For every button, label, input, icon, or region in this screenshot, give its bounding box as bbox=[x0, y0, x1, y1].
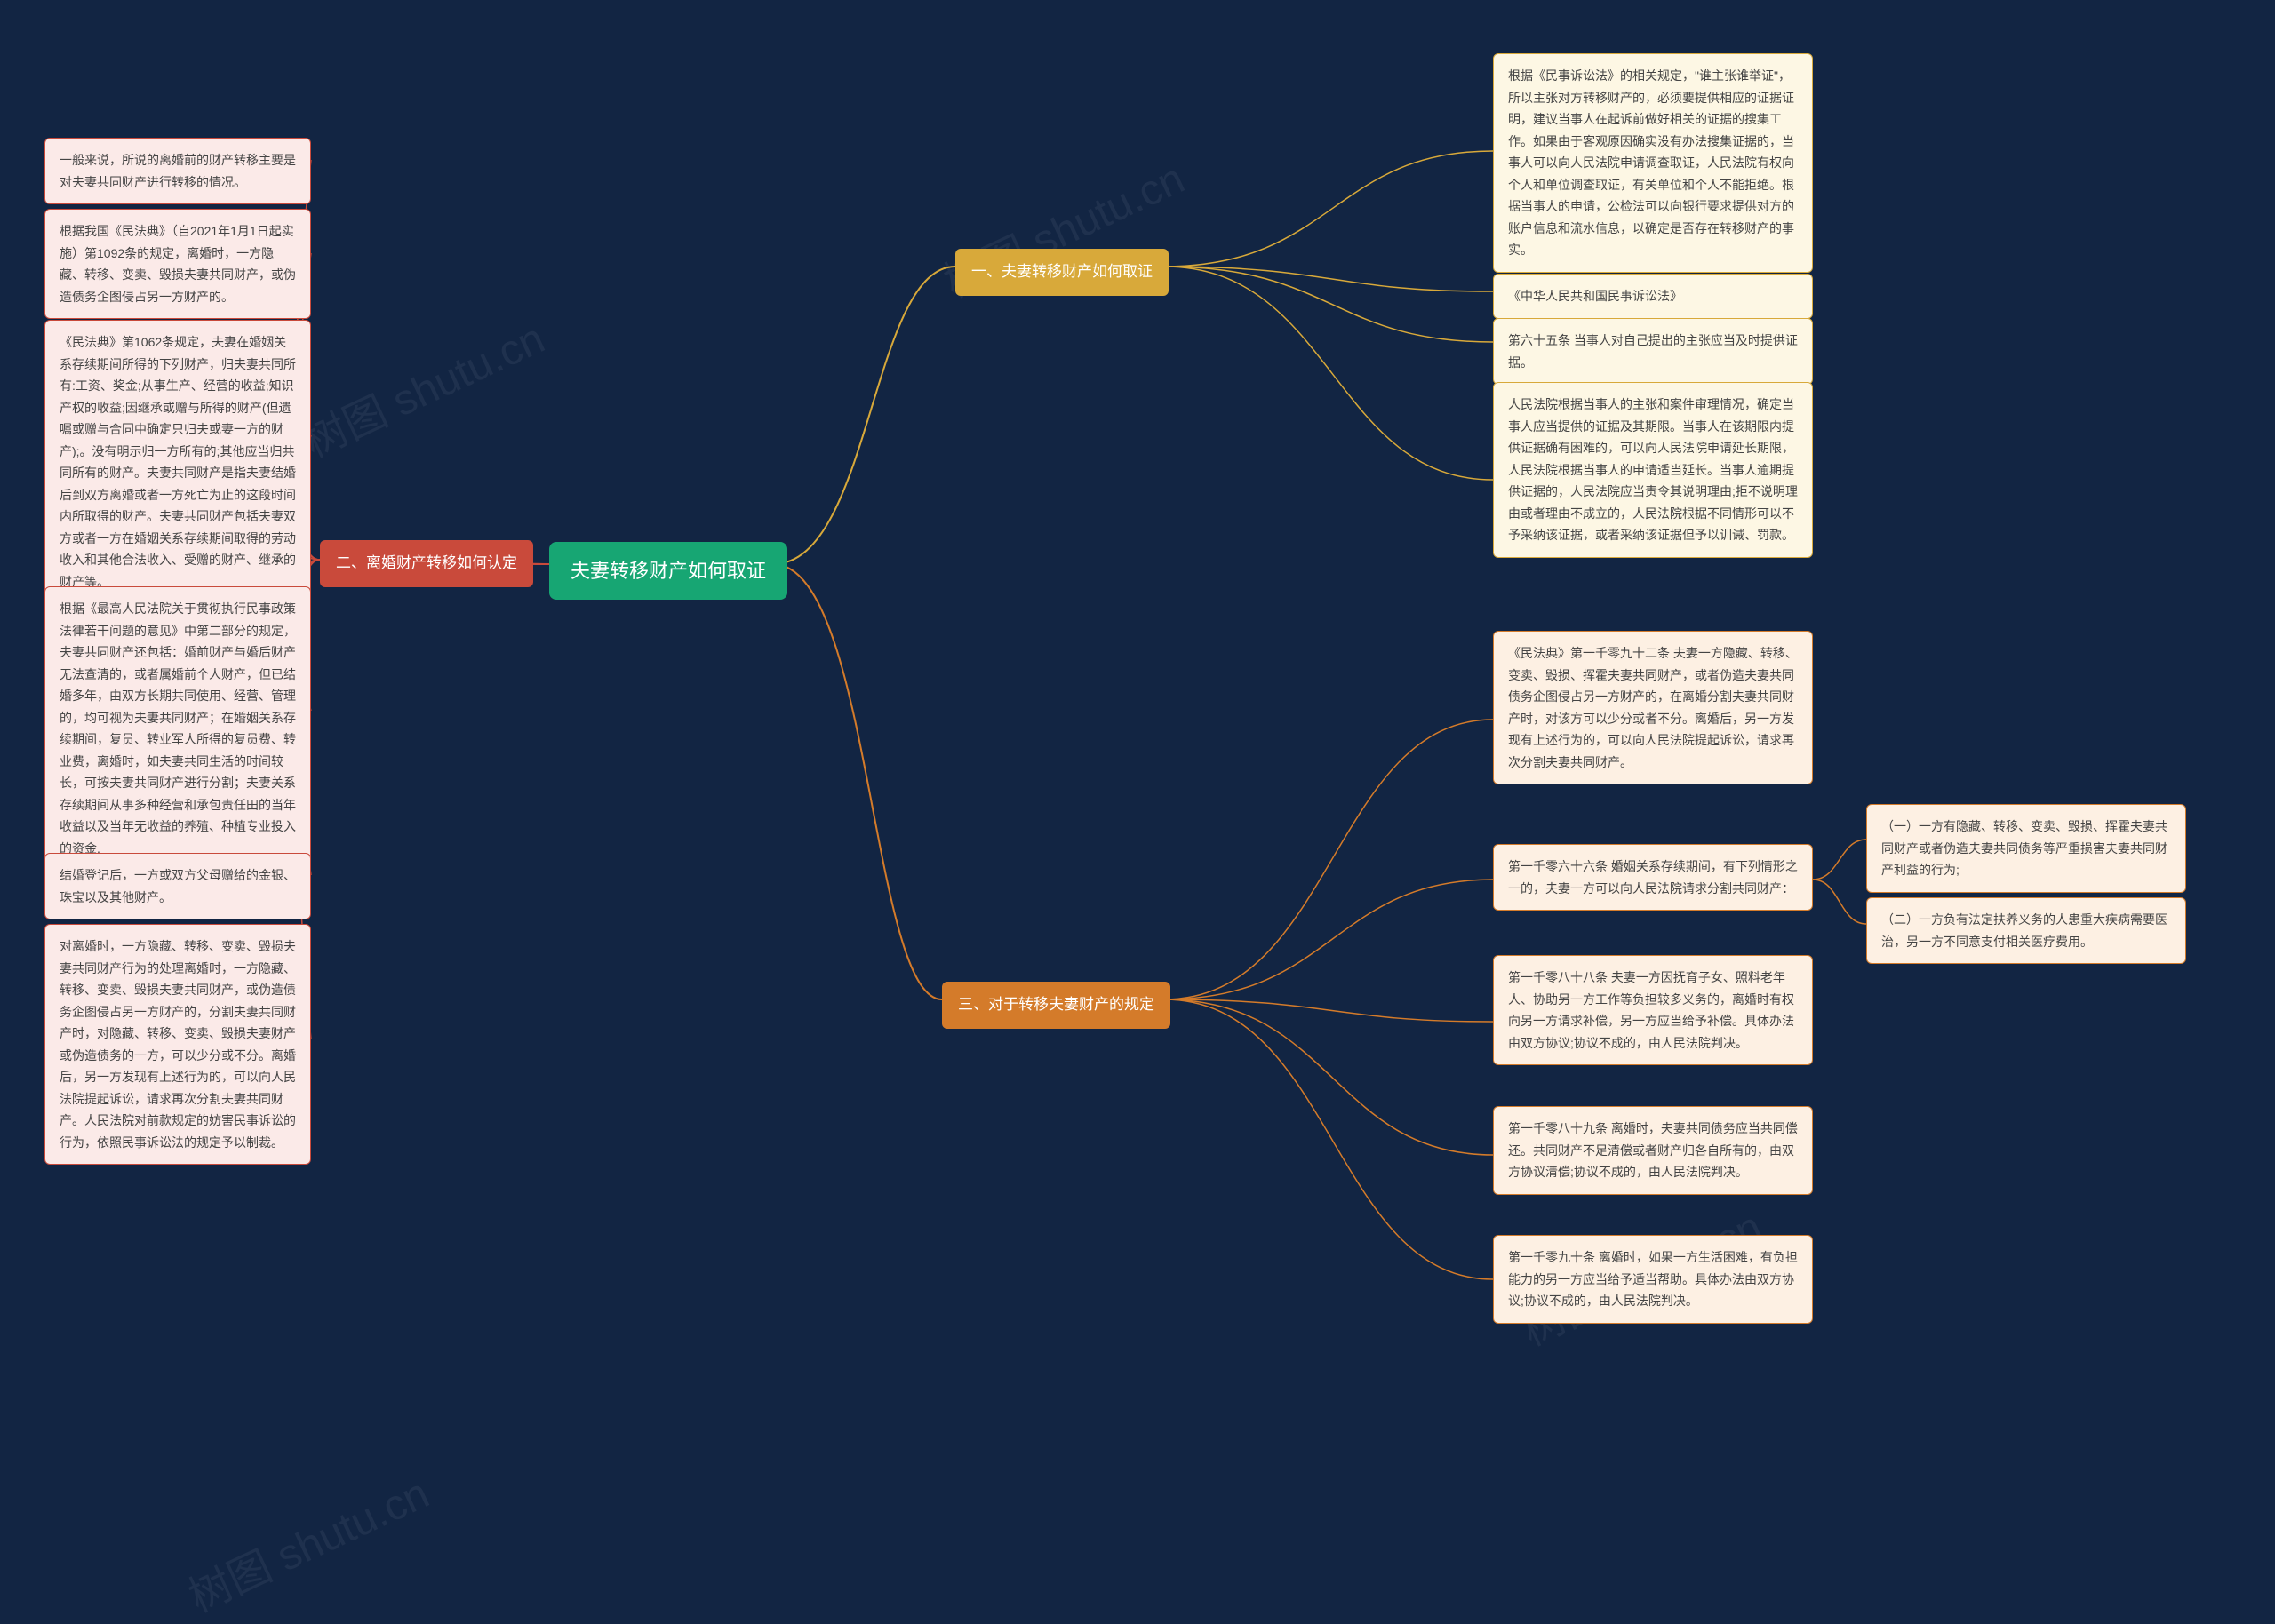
leaf-3b1[interactable]: （一）一方有隐藏、转移、变卖、毁损、挥霍夫妻共同财产或者伪造夫妻共同债务等严重损… bbox=[1866, 804, 2186, 893]
leaf-3c[interactable]: 第一千零八十八条 夫妻一方因抚育子女、照料老年人、协助另一方工作等负担较多义务的… bbox=[1493, 955, 1813, 1065]
watermark: 树图 shutu.cn bbox=[292, 304, 553, 469]
leaf-3b[interactable]: 第一千零六十六条 婚姻关系存续期间，有下列情形之一的，夫妻一方可以向人民法院请求… bbox=[1493, 844, 1813, 911]
leaf-1a[interactable]: 根据《民事诉讼法》的相关规定，"谁主张谁举证"，所以主张对方转移财产的，必须要提… bbox=[1493, 53, 1813, 273]
leaf-3b2[interactable]: （二）一方负有法定扶养义务的人患重大疾病需要医治，另一方不同意支付相关医疗费用。 bbox=[1866, 897, 2186, 964]
leaf-2b[interactable]: 根据我国《民法典》（自2021年1月1日起实施）第1092条的规定，离婚时，一方… bbox=[44, 209, 311, 319]
leaf-2f[interactable]: 对离婚时，一方隐藏、转移、变卖、毁损夫妻共同财产行为的处理离婚时，一方隐藏、转移… bbox=[44, 924, 311, 1165]
watermark: 树图 shutu.cn bbox=[177, 1459, 437, 1624]
leaf-3a[interactable]: 《民法典》第一千零九十二条 夫妻一方隐藏、转移、变卖、毁损、挥霍夫妻共同财产，或… bbox=[1493, 631, 1813, 784]
leaf-3e[interactable]: 第一千零九十条 离婚时，如果一方生活困难，有负担能力的另一方应当给予适当帮助。具… bbox=[1493, 1235, 1813, 1324]
leaf-2e[interactable]: 结婚登记后，一方或双方父母赠给的金银、珠宝以及其他财产。 bbox=[44, 853, 311, 919]
leaf-1b[interactable]: 《中华人民共和国民事诉讼法》 bbox=[1493, 274, 1813, 319]
leaf-2d[interactable]: 根据《最高人民法院关于贯彻执行民事政策法律若干问题的意见》中第二部分的规定，夫妻… bbox=[44, 586, 311, 871]
connector-lines bbox=[0, 0, 2275, 1595]
branch-1[interactable]: 一、夫妻转移财产如何取证 bbox=[955, 249, 1169, 296]
branch-3[interactable]: 三、对于转移夫妻财产的规定 bbox=[942, 982, 1170, 1029]
leaf-2a[interactable]: 一般来说，所说的离婚前的财产转移主要是对夫妻共同财产进行转移的情况。 bbox=[44, 138, 311, 204]
leaf-1c[interactable]: 第六十五条 当事人对自己提出的主张应当及时提供证据。 bbox=[1493, 318, 1813, 385]
leaf-3d[interactable]: 第一千零八十九条 离婚时，夫妻共同债务应当共同偿还。共同财产不足清偿或者财产归各… bbox=[1493, 1106, 1813, 1195]
root-node[interactable]: 夫妻转移财产如何取证 bbox=[549, 542, 787, 600]
leaf-1d[interactable]: 人民法院根据当事人的主张和案件审理情况，确定当事人应当提供的证据及其期限。当事人… bbox=[1493, 382, 1813, 558]
branch-2[interactable]: 二、离婚财产转移如何认定 bbox=[320, 540, 533, 587]
leaf-2c[interactable]: 《民法典》第1062条规定，夫妻在婚姻关系存续期间所得的下列财产，归夫妻共同所有… bbox=[44, 320, 311, 604]
